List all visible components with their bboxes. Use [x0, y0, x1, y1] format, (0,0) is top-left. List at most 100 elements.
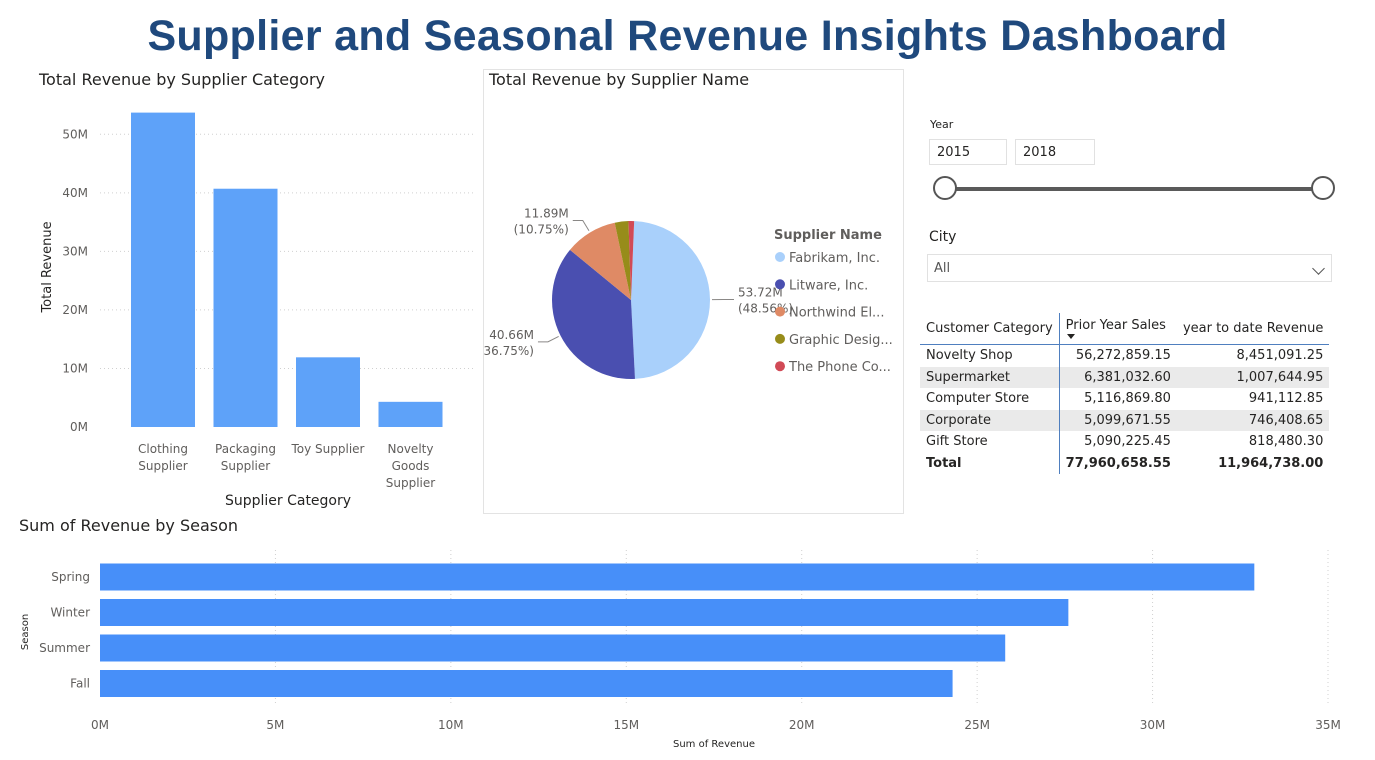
- x-tick-label: 35M: [1315, 718, 1341, 732]
- matrix-header-customer-category[interactable]: Customer Category: [920, 313, 1060, 345]
- year-slider-end-handle[interactable]: [1311, 176, 1335, 200]
- x-tick-label: 30M: [1140, 718, 1166, 732]
- table-row[interactable]: Corporate 5,099,671.55 746,408.65: [920, 409, 1330, 431]
- matrix-total-cell: 11,964,738.00: [1218, 455, 1324, 471]
- y-tick-label: 30M: [62, 244, 88, 258]
- matrix-cell: Supermarket: [920, 366, 1060, 388]
- pie-chart-title: Total Revenue by Supplier Name: [489, 70, 750, 89]
- matrix-cell: 746,408.65: [1176, 409, 1330, 431]
- bar[interactable]: [100, 563, 1255, 591]
- matrix-total-label: Total: [920, 452, 1060, 474]
- matrix-cell: 5,116,869.80: [1084, 391, 1171, 407]
- table-total-row: Total 77,960,658.55 11,964,738.00: [920, 452, 1329, 474]
- bar[interactable]: [131, 112, 195, 428]
- legend-marker[interactable]: [775, 306, 785, 317]
- season-bar-chart[interactable]: 0M 5M 10M 15M 20M 25M 30M 35M Spring Winter Summer…: [0, 540, 1375, 755]
- x-tick-label: 0M: [91, 718, 109, 732]
- slice-value-label: 11.89M: [524, 206, 569, 220]
- legend-marker[interactable]: [775, 252, 785, 262]
- supplier-category-bar-chart[interactable]: 0M 10M 20M 30M 40M 50M Clothing Supplier Packagi…: [0, 95, 480, 515]
- matrix-header-prior-year-sales-label: Prior Year Sales: [1065, 318, 1166, 333]
- x-axis-title: Supplier Category: [225, 493, 351, 509]
- customer-category-matrix: Customer Category Prior Year Sales year …: [920, 313, 1330, 474]
- bar[interactable]: [296, 357, 360, 427]
- leader-line: [572, 219, 590, 232]
- sort-descending-icon[interactable]: [1066, 334, 1075, 339]
- year-to-input[interactable]: 2018: [1015, 139, 1095, 165]
- dashboard-title: Supplier and Seasonal Revenue Insights D…: [147, 12, 1228, 60]
- x-tick-label: Packaging Supplier: [215, 442, 276, 473]
- pie-slice[interactable]: [552, 249, 635, 379]
- table-row[interactable]: Novelty Shop 56,272,859.15 8,451,091.25: [920, 344, 1329, 367]
- city-dropdown-value: All: [934, 261, 951, 276]
- bar[interactable]: [100, 670, 953, 697]
- city-slicer-label: City: [929, 229, 957, 245]
- matrix-cell: Gift Store: [920, 431, 1060, 453]
- table-row[interactable]: Computer Store 5,116,869.80 941,112.85: [920, 388, 1329, 410]
- y-tick-label: 10M: [62, 361, 88, 375]
- y-tick-label: 20M: [62, 303, 88, 317]
- legend-label[interactable]: Fabrikam, Inc.: [789, 251, 880, 266]
- season-chart-title: Sum of Revenue by Season: [19, 516, 239, 535]
- year-slider-start-handle[interactable]: [933, 176, 957, 200]
- table-row[interactable]: Supermarket 6,381,032.60 1,007,644.95: [920, 366, 1330, 388]
- x-tick-label: 25M: [964, 718, 990, 732]
- bar[interactable]: [100, 599, 1069, 626]
- x-tick-label: Toy Supplier: [291, 442, 365, 456]
- y-tick-label: 50M: [62, 127, 88, 141]
- y-tick-label: 40M: [62, 186, 88, 200]
- legend-marker[interactable]: [775, 333, 785, 344]
- bar[interactable]: [213, 188, 278, 427]
- x-tick-label: 20M: [789, 718, 815, 732]
- matrix-cell: 1,007,644.95: [1176, 366, 1330, 388]
- matrix-cell: Novelty Shop: [920, 344, 1060, 367]
- supplier-name-pie-chart[interactable]: 53.72M (48.56%) 40.66M (36.75%) 11.89M (10.75…: [484, 95, 901, 495]
- matrix-cell: Corporate: [920, 409, 1060, 431]
- y-tick-label: 0M: [70, 420, 88, 434]
- slice-percent-label: (48.56%): [738, 302, 793, 316]
- matrix-cell: 8,451,091.25: [1236, 348, 1324, 364]
- slice-value-label: 53.72M: [738, 286, 783, 300]
- pie-slice[interactable]: [631, 221, 711, 379]
- slice-value-label: 40.66M: [489, 328, 534, 342]
- leader-line: [537, 336, 559, 343]
- matrix-cell: 5,090,225.45: [1084, 434, 1171, 450]
- city-dropdown[interactable]: All: [927, 254, 1332, 282]
- x-tick-label: 15M: [613, 718, 639, 732]
- matrix-cell: 818,480.30: [1248, 434, 1324, 450]
- matrix-cell: 941,112.85: [1248, 391, 1324, 407]
- x-tick-label: 5M: [266, 718, 284, 732]
- matrix-header-ytd-revenue[interactable]: year to date Revenue: [1182, 321, 1324, 336]
- x-axis-title: Sum of Revenue: [673, 739, 755, 750]
- y-tick-label: Winter: [50, 606, 90, 620]
- pie-slice[interactable]: [628, 221, 635, 300]
- legend-label[interactable]: Litware, Inc.: [789, 278, 868, 293]
- year-from-input[interactable]: 2015: [929, 139, 1007, 165]
- y-tick-label: Spring: [51, 570, 90, 584]
- year-slider-track[interactable]: [945, 187, 1325, 191]
- table-row[interactable]: Gift Store 5,090,225.45 818,480.30: [920, 431, 1329, 453]
- bar[interactable]: [378, 401, 443, 427]
- slice-percent-label: (36.75%): [484, 344, 534, 358]
- legend-label[interactable]: Graphic Desig...: [789, 333, 893, 348]
- chevron-down-icon[interactable]: [1312, 262, 1325, 275]
- legend-label[interactable]: The Phone Co...: [788, 360, 891, 375]
- x-tick-label: Clothing Supplier: [138, 442, 188, 473]
- year-slicer-label: Year: [930, 118, 954, 131]
- pie-slice[interactable]: [569, 222, 631, 300]
- y-tick-label: Fall: [70, 677, 90, 691]
- matrix-cell: Computer Store: [920, 388, 1060, 410]
- y-axis-title: Total Revenue: [40, 221, 55, 313]
- matrix-header-prior-year-sales[interactable]: Prior Year Sales: [1059, 313, 1177, 345]
- bar[interactable]: [100, 634, 1006, 662]
- legend-marker[interactable]: [775, 361, 785, 372]
- bar-chart-title: Total Revenue by Supplier Category: [39, 70, 326, 89]
- pie-slice[interactable]: [614, 221, 631, 300]
- x-tick-label: Novelty Goods Supplier: [386, 442, 436, 490]
- matrix-cell: 56,272,859.15: [1075, 348, 1171, 364]
- y-axis-title: Season: [20, 614, 31, 650]
- matrix-total-cell: 77,960,658.55: [1065, 455, 1171, 471]
- pie-visual-frame: [483, 69, 904, 514]
- legend-marker[interactable]: [775, 279, 785, 290]
- legend-label[interactable]: Northwind El...: [789, 306, 884, 321]
